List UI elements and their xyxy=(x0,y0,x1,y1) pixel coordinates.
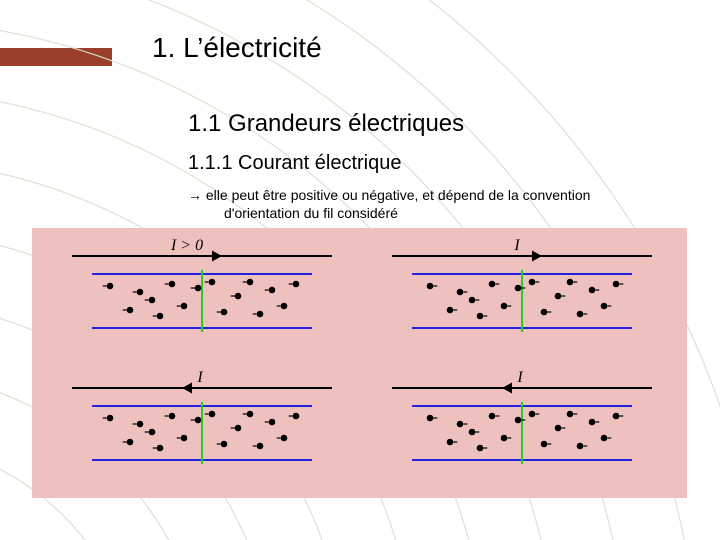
heading-1: 1. L’électricité xyxy=(152,32,322,64)
body-text-line-2: d'orientation du fil considéré xyxy=(224,204,398,223)
svg-text:I: I xyxy=(516,369,523,386)
svg-text:I: I xyxy=(513,237,520,254)
current-convention-diagram: I > 0 I I I xyxy=(32,228,687,498)
body-text-line-1: → elle peut être positive ou négative, e… xyxy=(188,186,590,205)
heading-3: 1.1.1 Courant électrique xyxy=(188,152,401,175)
svg-text:I > 0: I > 0 xyxy=(170,237,203,254)
heading-2: 1.1 Grandeurs électriques xyxy=(188,110,464,138)
diagram-svg: I > 0 I I I xyxy=(32,228,687,498)
svg-text:I: I xyxy=(196,369,203,386)
